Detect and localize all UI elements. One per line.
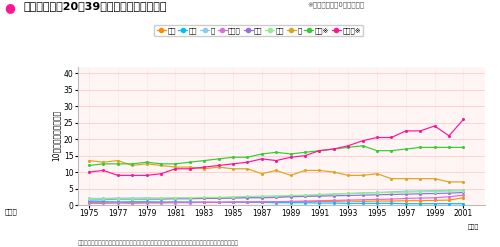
Text: （年）: （年） — [468, 225, 479, 230]
Text: 国立がんセンター　がん対策情報センター　人口動態統計（厚生労働省太臣官房統計情報部）より作成: 国立がんセンター がん対策情報センター 人口動態統計（厚生労働省太臣官房統計情報… — [78, 240, 238, 246]
Text: ※上皮内がん（0期）を含む: ※上皮内がん（0期）を含む — [308, 1, 364, 8]
Y-axis label: 10万人あたりの発生率: 10万人あたりの発生率 — [52, 110, 61, 162]
Text: ●: ● — [4, 1, 15, 14]
Text: 日本における20～39歳の女性のがん発生率: 日本における20～39歳の女性のがん発生率 — [24, 1, 168, 11]
Legend: 直腸, 肌臓, 肺, 子宮体, 卵巣, 結腸, 胃, 乳房※, 子宮頸※: 直腸, 肌臓, 肺, 子宮体, 卵巣, 結腸, 胃, 乳房※, 子宮頸※ — [154, 24, 364, 36]
Text: （人）: （人） — [5, 209, 18, 215]
